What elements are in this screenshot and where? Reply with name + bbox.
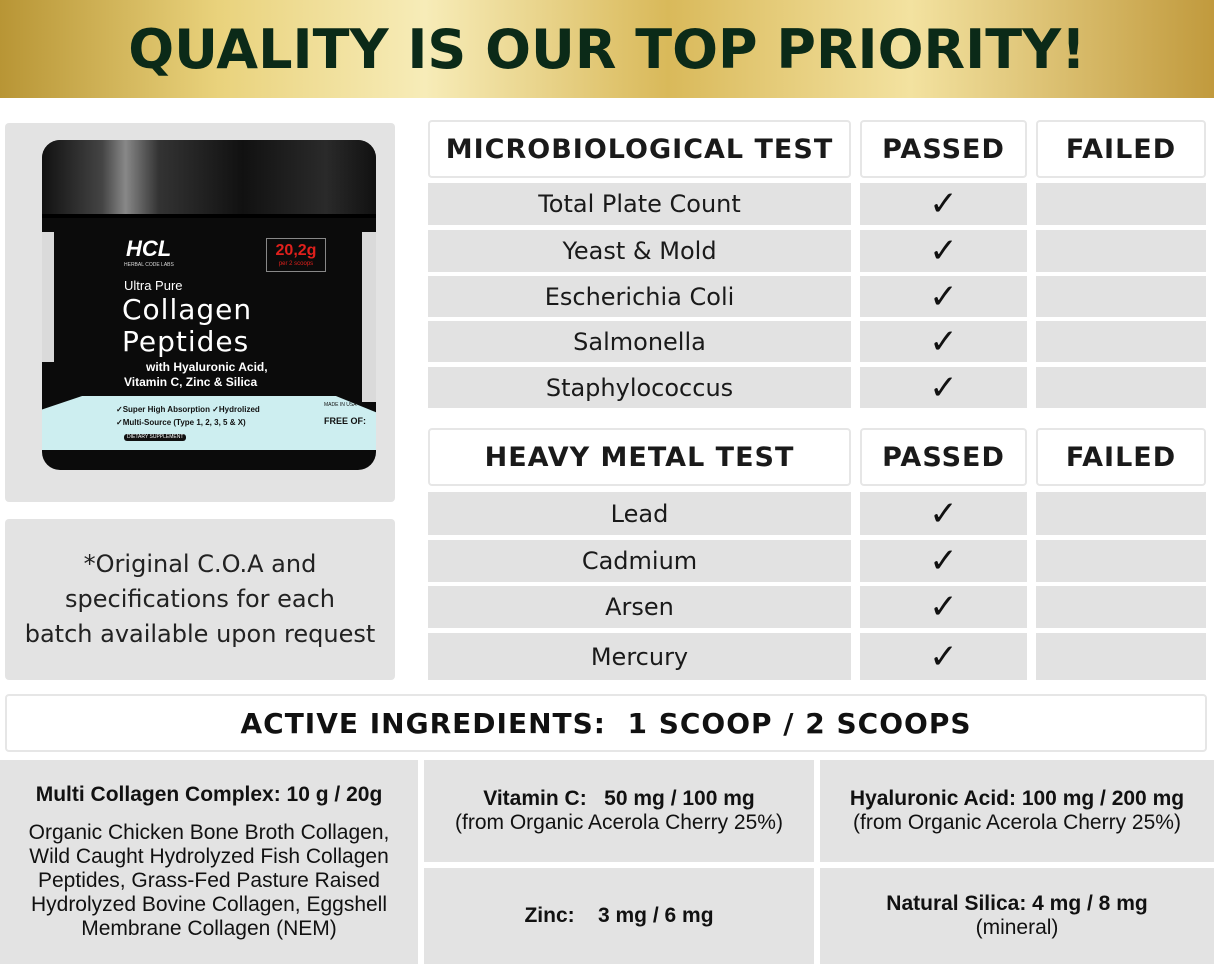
header-banner: QUALITY IS OUR TOP PRIORITY! (0, 0, 1214, 98)
check-icon: ✓ (860, 276, 1027, 317)
column-header-passed: PASSED (860, 428, 1027, 486)
failed-cell (1036, 230, 1206, 272)
check-icon: ✓ (860, 367, 1027, 408)
check-icon: ✓ (860, 230, 1027, 272)
side-label-right (362, 232, 376, 402)
coa-note: *Original C.O.A and specifications for e… (5, 519, 395, 680)
brand-logo: HCL (126, 236, 172, 261)
product-line: Ultra Pure (124, 278, 183, 293)
product-with-1: with Hyaluronic Acid, (146, 360, 268, 374)
test-name: Arsen (428, 586, 851, 628)
ingredient-description: Organic Chicken Bone Broth Collagen, Wil… (28, 821, 390, 940)
brand-subtitle: HERBAL CODE LABS (124, 262, 174, 268)
ingredient-label: Zinc: 3 mg / 6 mg (524, 904, 714, 927)
test-name: Staphylococcus (428, 367, 851, 408)
product-name-2: Peptides (122, 325, 250, 358)
check-icon: ✓ (860, 492, 1027, 535)
product-with-2: Vitamin C, Zinc & Silica (124, 375, 258, 389)
test-name: Yeast & Mold (428, 230, 851, 272)
ingredient-label: Vitamin C: 50 mg / 100 mg (483, 787, 755, 810)
serving-badge: 20,2g per 2 scoops (266, 238, 326, 272)
ingredients-title: ACTIVE INGREDIENTS: 1 SCOOP / 2 SCOOPS (240, 706, 972, 740)
failed-cell (1036, 183, 1206, 225)
check-icon: ✓ (860, 633, 1027, 680)
check-icon: ✓ (860, 540, 1027, 582)
ingredient-source: (from Organic Acerola Cherry 25%) (455, 811, 783, 834)
side-label-left (42, 232, 54, 362)
failed-cell (1036, 633, 1206, 680)
jar-lid (42, 140, 376, 218)
failed-cell (1036, 367, 1206, 408)
check-icon: ✓ (860, 586, 1027, 628)
ingredient-source: (from Organic Acerola Cherry 25%) (853, 811, 1181, 834)
ingredient-collagen: Multi Collagen Complex: 10 g / 20g Organ… (0, 760, 418, 964)
table-title: MICROBIOLOGICAL TEST (428, 120, 851, 178)
free-of-label: FREE OF: (324, 416, 366, 426)
check-icon: ✓ (860, 183, 1027, 225)
ingredient-hyaluronic-acid: Hyaluronic Acid: 100 mg / 200 mg (from O… (820, 760, 1214, 862)
note-line: batch available upon request (24, 620, 376, 648)
note-line: specifications for each (65, 585, 335, 613)
note-line: *Original C.O.A and (83, 550, 317, 578)
ingredient-zinc: Zinc: 3 mg / 6 mg (424, 868, 814, 964)
failed-cell (1036, 276, 1206, 317)
column-header-failed: FAILED (1036, 428, 1206, 486)
column-header-failed: FAILED (1036, 120, 1206, 178)
failed-cell (1036, 586, 1206, 628)
failed-cell (1036, 540, 1206, 582)
failed-cell (1036, 492, 1206, 535)
column-header-passed: PASSED (860, 120, 1027, 178)
test-name: Cadmium (428, 540, 851, 582)
feature-line-2: ✓Multi-Source (Type 1, 2, 3, 5 & X) (116, 418, 246, 427)
ingredient-silica: Natural Silica: 4 mg / 8 mg (mineral) (820, 868, 1214, 964)
ingredient-label: Multi Collagen Complex: 10 g / 20g (35, 783, 383, 806)
supplement-tag: DIETARY SUPPLEMENT (124, 434, 187, 441)
test-name: Salmonella (428, 321, 851, 362)
product-name-1: Collagen (122, 293, 253, 326)
failed-cell (1036, 321, 1206, 362)
ingredients-header: ACTIVE INGREDIENTS: 1 SCOOP / 2 SCOOPS (5, 694, 1207, 752)
test-name: Escherichia Coli (428, 276, 851, 317)
feature-line-1: ✓Super High Absorption ✓Hydrolized (116, 405, 260, 414)
product-jar-image: HCL HERBAL CODE LABS 20,2g per 2 scoops … (42, 140, 376, 470)
label-strip (42, 396, 376, 450)
usa-flag-icon: MADE IN USA (324, 402, 357, 408)
test-name: Mercury (428, 633, 851, 680)
table-title: HEAVY METAL TEST (428, 428, 851, 486)
page-title: QUALITY IS OUR TOP PRIORITY! (128, 17, 1086, 81)
test-name: Total Plate Count (428, 183, 851, 225)
ingredient-vitamin-c: Vitamin C: 50 mg / 100 mg (from Organic … (424, 760, 814, 862)
ingredient-label: Natural Silica: 4 mg / 8 mg (886, 892, 1148, 915)
ingredient-source: (mineral) (975, 916, 1059, 939)
check-icon: ✓ (860, 321, 1027, 362)
ingredient-label: Hyaluronic Acid: 100 mg / 200 mg (849, 787, 1185, 810)
test-name: Lead (428, 492, 851, 535)
